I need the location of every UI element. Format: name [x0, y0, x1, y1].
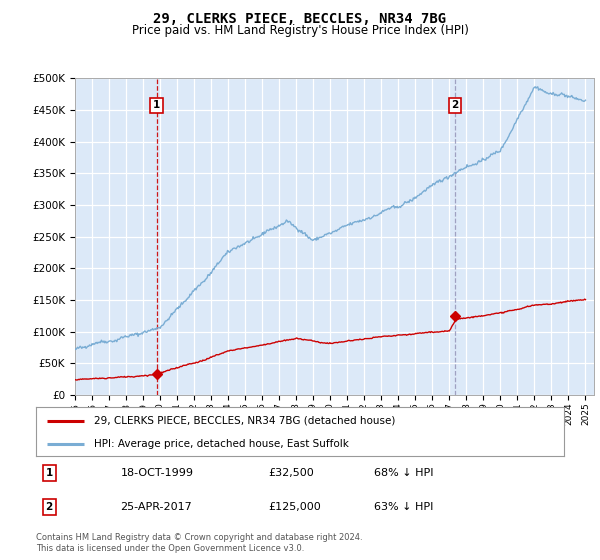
Text: 1: 1: [46, 468, 53, 478]
Text: 68% ↓ HPI: 68% ↓ HPI: [374, 468, 433, 478]
Text: Contains HM Land Registry data © Crown copyright and database right 2024.
This d: Contains HM Land Registry data © Crown c…: [36, 533, 362, 553]
Text: 18-OCT-1999: 18-OCT-1999: [121, 468, 193, 478]
Text: 2: 2: [46, 502, 53, 512]
Text: HPI: Average price, detached house, East Suffolk: HPI: Average price, detached house, East…: [94, 439, 349, 449]
Text: £125,000: £125,000: [268, 502, 321, 512]
Text: 25-APR-2017: 25-APR-2017: [121, 502, 192, 512]
Text: 29, CLERKS PIECE, BECCLES, NR34 7BG (detached house): 29, CLERKS PIECE, BECCLES, NR34 7BG (det…: [94, 416, 395, 426]
Text: 2: 2: [451, 100, 458, 110]
Text: 29, CLERKS PIECE, BECCLES, NR34 7BG: 29, CLERKS PIECE, BECCLES, NR34 7BG: [154, 12, 446, 26]
Text: 1: 1: [153, 100, 160, 110]
Text: 63% ↓ HPI: 63% ↓ HPI: [374, 502, 433, 512]
Text: Price paid vs. HM Land Registry's House Price Index (HPI): Price paid vs. HM Land Registry's House …: [131, 24, 469, 37]
Text: £32,500: £32,500: [268, 468, 314, 478]
